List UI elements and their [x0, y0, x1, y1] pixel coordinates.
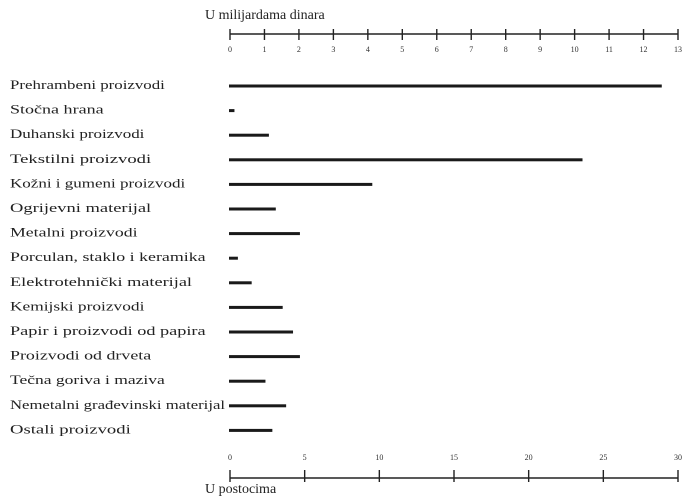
bar	[229, 355, 300, 359]
category-label: Nemetalni građevinski materijal	[10, 397, 225, 412]
bottom-tick-label: 15	[450, 453, 458, 462]
category-label: Elektrotehnički materijal	[10, 274, 193, 289]
bar	[229, 84, 662, 88]
bar	[229, 182, 373, 186]
category-label: Tečna goriva i maziva	[10, 372, 165, 387]
category-label: Ogrijevni materijal	[10, 200, 152, 215]
bar	[229, 232, 300, 236]
bottom-tick-label: 20	[525, 453, 533, 462]
category-label: Ostali proizvodi	[10, 421, 131, 436]
bar	[229, 404, 287, 408]
category-label: Papir i proizvodi od papira	[10, 323, 206, 338]
top-tick-label: 7	[469, 45, 473, 54]
bar	[229, 207, 276, 211]
bar	[229, 133, 269, 137]
category-label: Kožni i gumeni proizvodi	[10, 175, 186, 190]
category-label: Stočna hrana	[10, 102, 104, 117]
bar	[229, 109, 235, 113]
top-tick-label: 5	[400, 45, 404, 54]
top-tick-label: 12	[640, 45, 648, 54]
top-tick-label: 9	[538, 45, 542, 54]
bar	[229, 158, 583, 162]
top-tick-label: 1	[262, 45, 266, 54]
top-tick-label: 4	[366, 45, 370, 54]
category-label: Kemijski proizvodi	[10, 298, 145, 313]
top-tick-label: 6	[435, 45, 439, 54]
top-tick-label: 13	[674, 45, 682, 54]
bar	[229, 379, 266, 383]
bottom-axis-title: U postocima	[205, 482, 277, 497]
bottom-tick-label: 0	[228, 453, 232, 462]
bottom-tick-label: 25	[599, 453, 607, 462]
category-label: Proizvodi od drveta	[10, 348, 151, 363]
category-label: Metalni proizvodi	[10, 225, 138, 240]
top-tick-label: 10	[571, 45, 579, 54]
top-tick-label: 3	[331, 45, 335, 54]
bar	[229, 428, 273, 432]
category-label: Prehrambeni proizvodi	[10, 77, 165, 92]
bar	[229, 305, 283, 309]
top-tick-label: 11	[605, 45, 613, 54]
bottom-tick-label: 30	[674, 453, 682, 462]
bar	[229, 256, 238, 260]
category-label: Porculan, staklo i keramika	[10, 249, 206, 264]
top-tick-label: 2	[297, 45, 301, 54]
bar	[229, 330, 294, 334]
top-tick-label: 0	[228, 45, 232, 54]
category-label: Tekstilni proizvodi	[10, 151, 152, 166]
category-label: Duhanski proizvodi	[10, 126, 145, 141]
bar	[229, 281, 252, 285]
bottom-tick-label: 5	[303, 453, 307, 462]
top-tick-label: 8	[504, 45, 508, 54]
bottom-tick-label: 10	[375, 453, 383, 462]
top-axis-title: U milijardama dinara	[205, 8, 326, 23]
